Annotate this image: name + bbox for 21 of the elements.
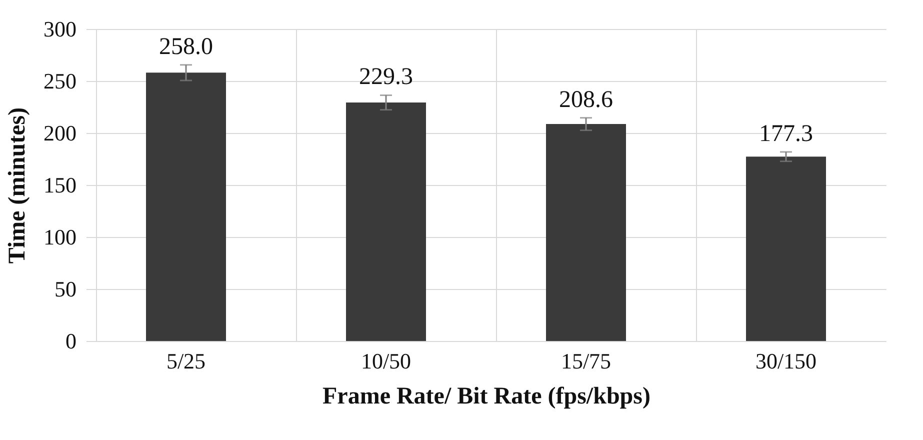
y-axis-title: Time (minutes) [4, 107, 30, 264]
y-tick-label: 150 [44, 172, 76, 198]
x-tick-label: 15/75 [560, 348, 612, 374]
data-label: 258.0 [159, 34, 213, 60]
y-tick-label: 300 [44, 16, 76, 42]
data-label: 177.3 [759, 120, 813, 147]
data-label: 208.6 [559, 86, 613, 113]
x-tick-label: 30/150 [755, 348, 817, 374]
y-tick-label: 200 [44, 120, 76, 146]
bar [746, 156, 826, 341]
bar [546, 124, 626, 341]
x-axis-title: Frame Rate/ Bit Rate (fps/kbps) [322, 384, 650, 410]
y-tick-label: 0 [66, 328, 76, 354]
bar [346, 102, 426, 341]
y-tick-label: 50 [54, 276, 76, 302]
x-tick-label: 5/25 [166, 348, 206, 374]
bar [146, 72, 226, 341]
y-tick-label: 250 [44, 68, 76, 94]
data-label: 229.3 [359, 64, 413, 90]
y-tick-label: 100 [44, 224, 76, 250]
x-tick-label: 10/50 [360, 348, 412, 374]
